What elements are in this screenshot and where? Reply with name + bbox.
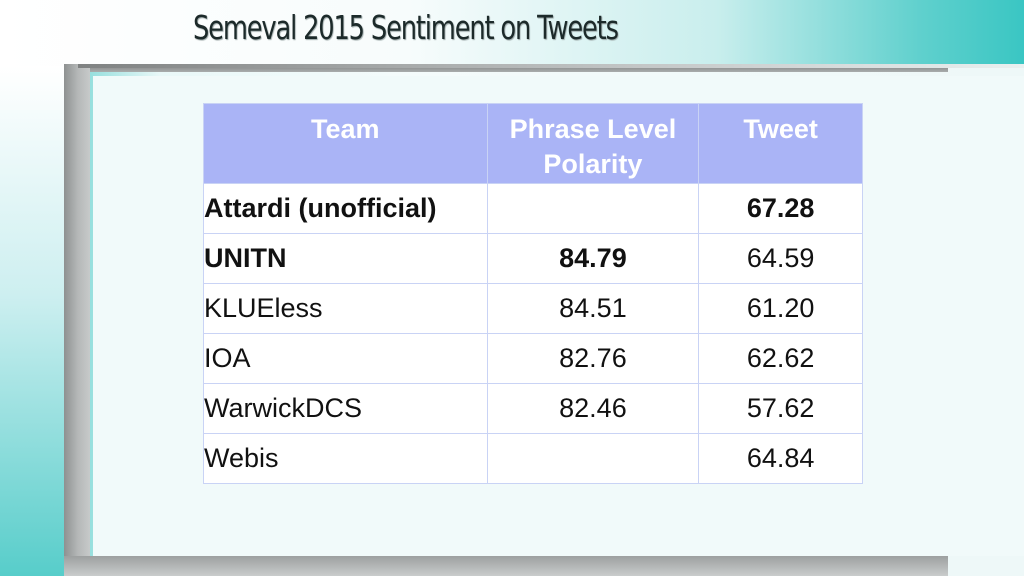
slide-corner: [948, 556, 1024, 576]
tweet-score-cell: 67.28: [698, 183, 863, 234]
results-table-body: Attardi (unofficial) 67.28 UNITN 84.79 64.59…: [203, 183, 863, 484]
header-phrase-level-polarity: Phrase Level Polarity: [486, 103, 700, 184]
team-name-cell: KLUEless: [203, 283, 488, 334]
table-row: IOA 82.76 62.62: [203, 333, 863, 384]
table-row: KLUEless 84.51 61.20: [203, 283, 863, 334]
header-phrase-line2: Polarity: [543, 149, 643, 179]
tweet-score-cell: 61.20: [698, 283, 863, 334]
phrase-score-cell: 82.46: [486, 383, 700, 434]
team-name-cell: Attardi (unofficial): [203, 183, 488, 234]
tweet-score-cell: 64.59: [698, 233, 863, 284]
team-name-cell: IOA: [203, 333, 488, 384]
table-row: UNITN 84.79 64.59: [203, 233, 863, 284]
phrase-score-cell: [486, 183, 700, 234]
header-team: Team: [203, 103, 488, 184]
results-table-header: Team Phrase Level Polarity Tweet: [203, 103, 863, 184]
slide-header-band: [0, 0, 1024, 66]
header-row: Team Phrase Level Polarity Tweet: [203, 103, 863, 184]
team-name-cell: WarwickDCS: [203, 383, 488, 434]
team-name-cell: Webis: [203, 433, 488, 484]
team-name-cell: UNITN: [203, 233, 488, 284]
phrase-score-cell: 84.79: [486, 233, 700, 284]
phrase-score-cell: [486, 433, 700, 484]
table-row: WarwickDCS 82.46 57.62: [203, 383, 863, 434]
slide-title: Semeval 2015 Sentiment on Tweets: [193, 8, 619, 47]
content-frame-bottom-edge: [64, 556, 948, 576]
table-row: Webis 64.84: [203, 433, 863, 484]
tweet-score-cell: 57.62: [698, 383, 863, 434]
header-tweet: Tweet: [698, 103, 863, 184]
content-frame-top-edge: [78, 64, 1024, 68]
results-table: Team Phrase Level Polarity Tweet Attardi…: [203, 103, 863, 484]
table-row: Attardi (unofficial) 67.28: [203, 183, 863, 234]
phrase-score-cell: 82.76: [486, 333, 700, 384]
tweet-score-cell: 62.62: [698, 333, 863, 384]
phrase-score-cell: 84.51: [486, 283, 700, 334]
header-phrase-line1: Phrase Level: [509, 114, 677, 144]
tweet-score-cell: 64.84: [698, 433, 863, 484]
